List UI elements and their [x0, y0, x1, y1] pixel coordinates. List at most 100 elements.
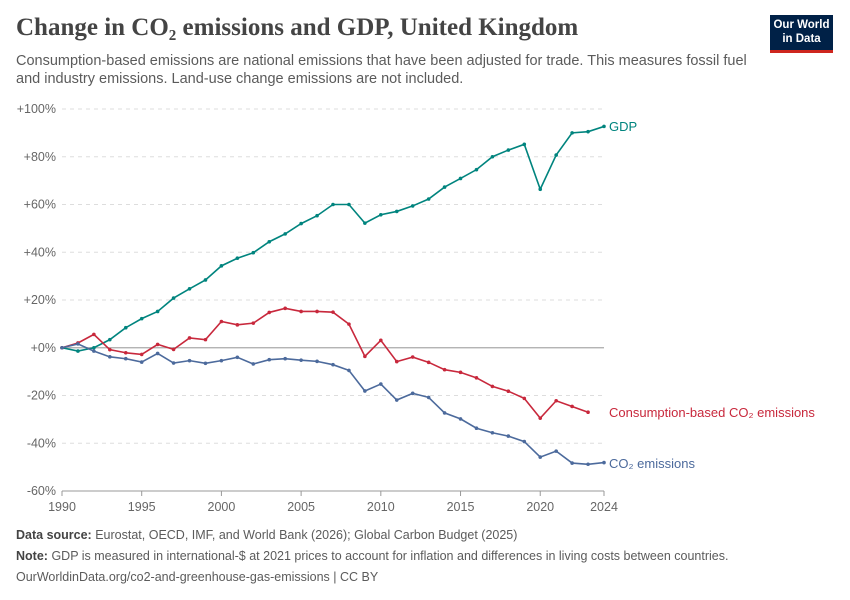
data-point [299, 221, 303, 226]
data-point [155, 309, 160, 314]
data-point [506, 434, 511, 438]
data-point [267, 357, 272, 362]
x-tick-label: 2020 [526, 500, 554, 514]
data-point [554, 398, 558, 403]
x-tick-label: 1990 [48, 500, 76, 514]
data-point [331, 362, 335, 367]
source-label: Data source: [16, 528, 92, 542]
data-point [251, 250, 256, 255]
x-tick-label: 1995 [128, 500, 156, 514]
data-point [92, 332, 96, 337]
data-point [283, 232, 287, 236]
data-point [92, 345, 96, 350]
x-tick-label: 2024 [590, 500, 618, 514]
data-point [490, 384, 495, 389]
data-point [379, 338, 383, 343]
series-line [61, 125, 605, 352]
chart-title: Change in CO₂ emissions and GDP, United … [16, 14, 579, 41]
data-point [602, 124, 606, 129]
data-point [347, 202, 351, 207]
data-point [108, 347, 112, 352]
data-point [108, 337, 112, 342]
data-point [570, 131, 574, 135]
note-label: Note: [16, 549, 48, 563]
note: Note: GDP is measured in international-$… [16, 549, 728, 563]
data-point [474, 426, 479, 431]
data-source: Data source: Eurostat, OECD, IMF, and Wo… [16, 528, 517, 542]
data-point [219, 358, 224, 363]
data-point [586, 129, 590, 134]
y-tick-label: +80% [24, 150, 56, 164]
data-point [426, 395, 431, 400]
y-tick-label: -60% [27, 484, 56, 498]
data-point [363, 389, 367, 393]
data-point [203, 361, 208, 366]
data-point [410, 204, 415, 208]
data-point [203, 337, 208, 342]
data-point [315, 213, 319, 218]
x-tick-label: 2005 [287, 500, 315, 514]
data-point [267, 310, 272, 315]
data-point [123, 350, 128, 355]
data-point [187, 336, 192, 340]
y-tick-label: +0% [31, 341, 56, 355]
data-point [442, 185, 447, 189]
y-tick-label: +60% [24, 198, 56, 212]
data-point [410, 355, 415, 359]
data-point [602, 460, 606, 465]
series-line [61, 307, 589, 420]
data-point [490, 154, 495, 159]
data-point [474, 167, 479, 172]
y-tick-label: +100% [17, 102, 56, 116]
data-point [219, 264, 224, 268]
data-point [283, 356, 287, 361]
data-point [379, 212, 383, 217]
data-point [315, 359, 319, 364]
data-point [363, 221, 367, 225]
data-point [283, 306, 287, 311]
data-point [458, 370, 463, 375]
data-point [394, 209, 399, 214]
data-point [363, 354, 367, 359]
data-point [347, 368, 351, 373]
data-point [139, 360, 144, 364]
data-point [331, 202, 335, 207]
data-point [538, 416, 543, 420]
y-tick-label: -40% [27, 436, 56, 450]
data-point [92, 349, 96, 353]
data-point [235, 355, 240, 360]
data-point [108, 355, 112, 359]
chart-subtitle: Consumption-based emissions are national… [16, 53, 747, 87]
data-point [522, 142, 527, 147]
x-tick-label: 2015 [447, 500, 475, 514]
data-point [203, 278, 208, 282]
data-point [442, 411, 447, 415]
data-point [538, 455, 543, 459]
data-point [187, 286, 192, 291]
data-point [315, 309, 319, 314]
x-tick-label: 2000 [208, 500, 236, 514]
series-label: Consumption-based CO₂ emissions [609, 405, 815, 420]
data-point [235, 323, 240, 327]
data-point [379, 382, 383, 386]
data-point [474, 376, 479, 380]
data-point [219, 319, 224, 324]
x-tick-label: 2010 [367, 500, 395, 514]
data-point [76, 349, 80, 353]
data-point [458, 176, 463, 181]
data-point [426, 197, 431, 201]
data-point [490, 430, 495, 435]
data-point [171, 347, 176, 352]
data-point [347, 322, 351, 326]
data-point [394, 359, 399, 364]
series-label: CO₂ emissions [609, 456, 695, 471]
data-point [299, 309, 303, 314]
data-point [426, 360, 431, 365]
data-point [123, 325, 128, 330]
data-point [251, 321, 256, 325]
data-point [267, 239, 272, 244]
y-tick-label: -20% [27, 389, 56, 403]
url-license[interactable]: OurWorldinData.org/co2-and-greenhouse-ga… [16, 570, 379, 584]
owid-logo[interactable]: Our World in Data [770, 15, 833, 53]
